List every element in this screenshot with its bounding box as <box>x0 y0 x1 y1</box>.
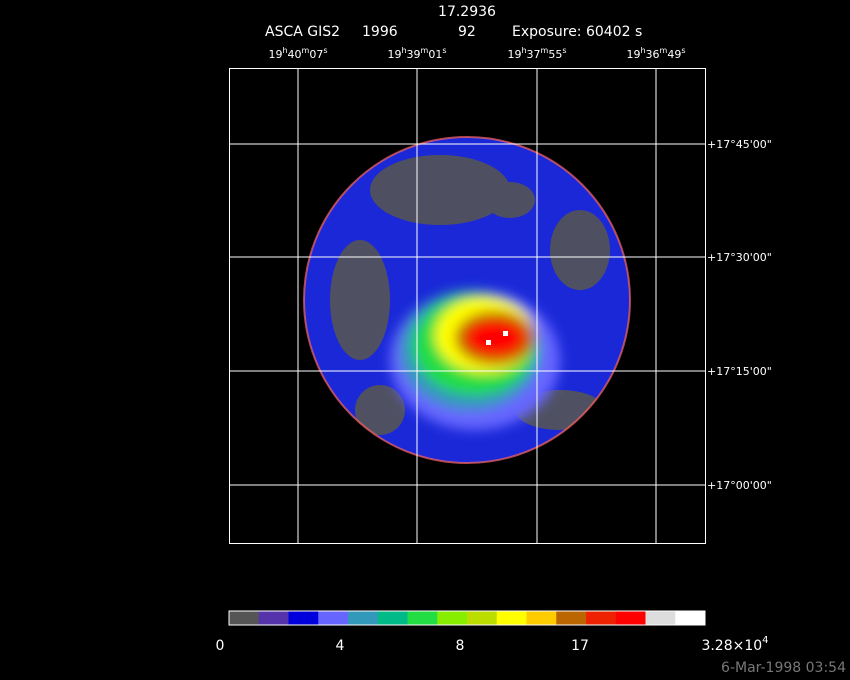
colorbar-swatch <box>407 611 438 625</box>
ra-value: 19 <box>387 48 401 61</box>
instrument: ASCA GIS2 <box>265 24 340 40</box>
colorbar-swatch <box>258 611 289 625</box>
colorbar-label: 8 <box>456 638 465 654</box>
ra-label: 19h37m55s <box>507 46 566 61</box>
ra-value: 40 <box>288 48 302 61</box>
ra-value: 19 <box>507 48 521 61</box>
colorbar-label: 17 <box>571 638 589 654</box>
colorbar-swatch <box>556 611 587 625</box>
emission <box>390 290 560 430</box>
colorbar-label: 3.28×104 <box>701 635 768 654</box>
dec-label: +17°45'00" <box>707 138 772 151</box>
colorbar-label: 4 <box>336 638 345 654</box>
ra-label: 19h40m07s <box>268 46 327 61</box>
colorbar-swatch <box>496 611 527 625</box>
colorbar-frame <box>228 610 706 626</box>
dec-label: +17°30'00" <box>707 251 772 264</box>
ra-unit: s <box>562 46 566 55</box>
exposure: Exposure: 60402 s <box>512 24 642 40</box>
ra-unit: h <box>401 46 406 55</box>
colorbar-label: 0 <box>216 638 225 654</box>
dec-label: +17°15'00" <box>707 365 772 378</box>
fov-edge <box>303 136 631 464</box>
colorbar-swatch <box>288 611 319 625</box>
peak <box>503 331 508 336</box>
ra-unit: m <box>421 46 429 55</box>
ra-value: 19 <box>268 48 282 61</box>
colorbar-swatch <box>348 611 379 625</box>
ra-labels: 19h40m07s 19h39m01s 19h37m55s 19h36m49s <box>268 46 685 61</box>
ra-label: 19h39m01s <box>387 46 446 61</box>
colorbar-swatch <box>318 611 349 625</box>
colorbar-label-mantissa: 3.28×10 <box>701 638 762 654</box>
number: 92 <box>458 24 476 40</box>
detector-image <box>304 137 630 463</box>
colorbar-swatch <box>377 611 408 625</box>
title: 17.2936 <box>438 4 496 20</box>
ra-unit: m <box>541 46 549 55</box>
ra-value: 36 <box>646 48 660 61</box>
ra-value: 39 <box>407 48 421 61</box>
ra-value: 37 <box>527 48 541 61</box>
ra-unit: m <box>302 46 310 55</box>
dec-label: +17°00'00" <box>707 479 772 492</box>
coordinate-grid <box>229 68 706 544</box>
ra-value: 01 <box>428 48 442 61</box>
colorbar-swatch <box>586 611 617 625</box>
colorbar-swatch <box>675 611 706 625</box>
colorbar-label-exponent: 4 <box>762 635 768 646</box>
ra-unit: h <box>521 46 526 55</box>
dec-labels: +17°45'00" +17°30'00" +17°15'00" +17°00'00" <box>707 138 772 492</box>
ra-value: 07 <box>309 48 323 61</box>
ra-unit: s <box>323 46 327 55</box>
colorbar-swatch <box>615 611 646 625</box>
colorbar-swatch <box>526 611 557 625</box>
colorbar: 0 4 8 17 3.28×104 <box>216 610 769 654</box>
ra-value: 19 <box>626 48 640 61</box>
colorbar-swatch <box>467 611 498 625</box>
ra-value: 55 <box>548 48 562 61</box>
peak <box>486 340 491 345</box>
ra-unit: s <box>681 46 685 55</box>
colorbar-swatch <box>437 611 468 625</box>
ra-unit: m <box>660 46 668 55</box>
colorbar-swatch <box>229 611 260 625</box>
ra-unit: h <box>282 46 287 55</box>
year: 1996 <box>362 24 398 40</box>
ra-unit: s <box>442 46 446 55</box>
ra-unit: h <box>640 46 645 55</box>
colorbar-swatch <box>645 611 676 625</box>
ra-label: 19h36m49s <box>626 46 685 61</box>
footer-timestamp: 6-Mar-1998 03:54 <box>721 660 846 676</box>
ra-value: 49 <box>667 48 681 61</box>
